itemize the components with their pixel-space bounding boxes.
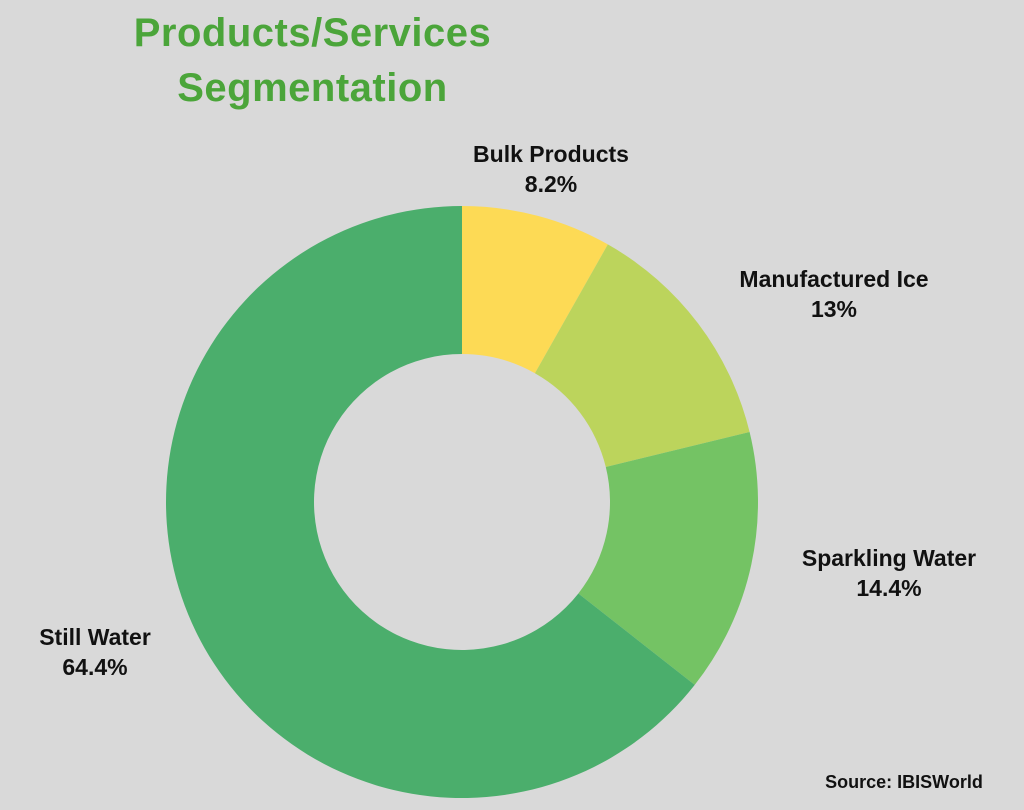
donut-segment-still-water (166, 206, 695, 798)
source-caption: Source: IBISWorld (825, 772, 983, 792)
segment-percent: 14.4% (856, 575, 922, 601)
segment-label-still-water: Still Water 64.4% (39, 622, 151, 682)
segment-percent: 64.4% (62, 654, 128, 680)
segment-label-manufactured-ice: Manufactured Ice 13% (739, 264, 928, 324)
chart-title: Products/Services Segmentation (110, 6, 515, 116)
segment-name: Bulk Products (473, 141, 629, 167)
segment-name: Sparkling Water (801, 545, 977, 571)
donut-segment-sparkling-water (578, 432, 758, 685)
chart-title-line1: Products/Services (133, 11, 492, 55)
donut-segment-bulk-products (462, 206, 608, 374)
segment-label-sparkling-water: Sparkling Water 14.4% (802, 543, 976, 603)
donut-segment-manufactured-ice (534, 244, 750, 467)
segment-label-bulk-products: Bulk Products 8.2% (473, 139, 629, 199)
segment-percent: 8.2% (524, 171, 578, 197)
chart-title-line2: Segmentation (177, 66, 448, 110)
segment-name: Still Water (39, 624, 151, 650)
segment-percent: 13% (810, 296, 858, 322)
segment-name: Manufactured Ice (739, 266, 929, 292)
